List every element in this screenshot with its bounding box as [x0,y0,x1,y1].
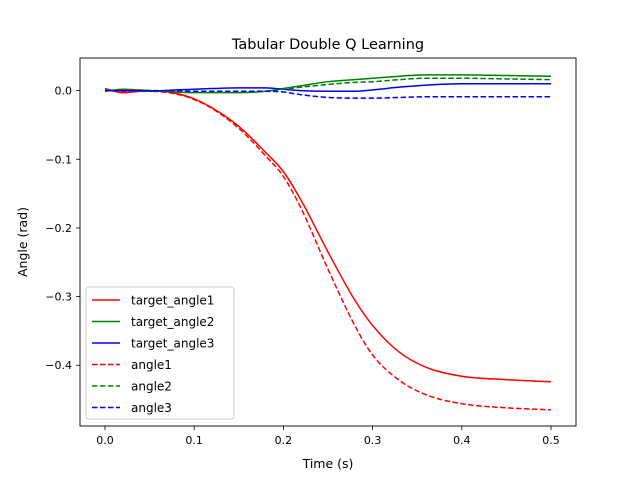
legend-entries: target_angle1 target_angle2 target_angle3a… [92,294,214,415]
legend-label-target-angle2: target_angle2 [131,315,214,329]
x-tick-label: 0.3 [364,434,382,447]
legend-label-angle3: angle3 [131,401,172,415]
x-tick-label: 0.2 [275,434,293,447]
legend-label-angle2: angle2 [131,380,172,394]
y-axis-label: Angle (rad) [15,207,30,277]
legend-box [85,286,235,420]
y-tick-label: −0.2 [45,222,72,235]
y-axis-ticks: 0.0 −0.1 −0.2 −0.3 −0.4 [45,85,80,372]
x-tick-label: 0.0 [96,434,114,447]
series-line-angle3 [104,89,552,99]
chart-title: Tabular Double Q Learning [231,37,424,53]
legend-label-target-angle3: target_angle3 [131,337,214,351]
y-tick-label: −0.4 [45,359,72,372]
plot-area-frame [79,57,577,427]
x-tick-label: 0.1 [185,434,203,447]
y-tick-label: −0.1 [45,153,72,166]
legend-label-target-angle1: target_angle1 [131,294,214,308]
x-tick-label: 0.5 [542,434,560,447]
x-axis-label: Time (s) [302,456,354,471]
legend: target_angle1 target_angle2 target_angle3a… [85,286,235,420]
y-tick-label: 0.0 [55,85,73,98]
series-line-angle1 [104,88,552,411]
y-tick-label: −0.3 [45,291,72,304]
x-axis-ticks: 0.0 0.1 0.2 0.3 0.4 0.5 [96,426,560,447]
x-tick-label: 0.4 [453,434,471,447]
legend-label-angle1: angle1 [131,358,172,372]
plot-lines [104,74,552,411]
